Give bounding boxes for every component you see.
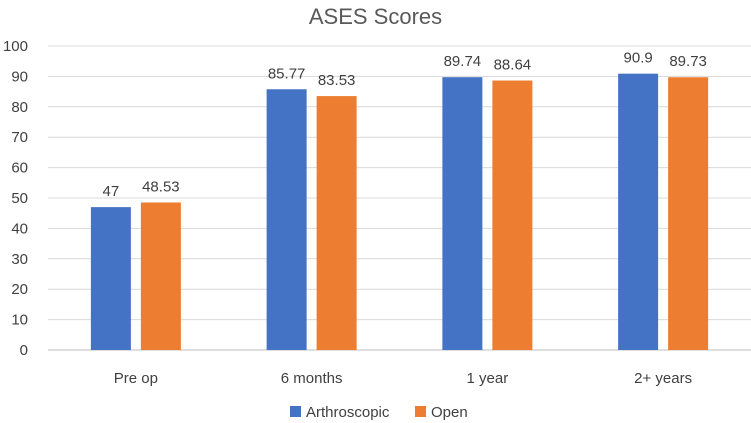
y-tick-label: 90 (11, 68, 28, 85)
data-label: 90.9 (624, 50, 653, 67)
x-tick-label: 1 year (467, 370, 509, 387)
data-label: 85.77 (268, 65, 306, 82)
data-labels: 47 48.53 85.77 83.53 89.74 88.64 90.9 89.73 (103, 50, 707, 200)
legend-label-open: Open (431, 404, 468, 421)
y-tick-label: 70 (11, 129, 28, 146)
legend: Arthroscopic Open (290, 404, 468, 421)
bar-arthroscopic-1 (266, 89, 307, 350)
data-label: 83.53 (318, 72, 356, 89)
y-tick-label: 60 (11, 160, 28, 177)
x-tick-label: Pre op (114, 370, 158, 387)
y-tick-label: 50 (11, 190, 28, 207)
y-axis-ticks: 0 10 20 30 40 50 60 70 80 90 100 (3, 38, 28, 359)
x-axis-ticks: Pre op 6 months 1 year 2+ years (114, 370, 692, 387)
data-label: 89.73 (669, 53, 707, 70)
chart-title: ASES Scores (309, 4, 442, 29)
data-label: 47 (103, 183, 120, 200)
data-label: 88.64 (494, 57, 532, 74)
bar-arthroscopic-0 (90, 207, 131, 350)
y-tick-label: 0 (20, 342, 28, 359)
y-tick-label: 30 (11, 251, 28, 268)
x-tick-label: 6 months (281, 370, 343, 387)
y-tick-label: 100 (3, 38, 28, 55)
bar-open-2 (492, 80, 533, 351)
bars (90, 73, 709, 351)
y-tick-label: 80 (11, 99, 28, 116)
bar-open-1 (316, 96, 357, 350)
y-tick-label: 10 (11, 312, 28, 329)
bar-arthroscopic-2 (442, 77, 483, 350)
data-label: 89.74 (444, 53, 482, 70)
bar-open-0 (140, 202, 181, 350)
x-tick-label: 2+ years (634, 370, 692, 387)
y-tick-label: 20 (11, 281, 28, 298)
legend-swatch-arthroscopic (290, 406, 301, 417)
bar-open-3 (668, 77, 709, 351)
legend-label-arthroscopic: Arthroscopic (306, 404, 390, 421)
data-label: 48.53 (142, 178, 180, 195)
bar-arthroscopic-3 (618, 73, 659, 350)
y-tick-label: 40 (11, 220, 28, 237)
legend-swatch-open (415, 406, 426, 417)
